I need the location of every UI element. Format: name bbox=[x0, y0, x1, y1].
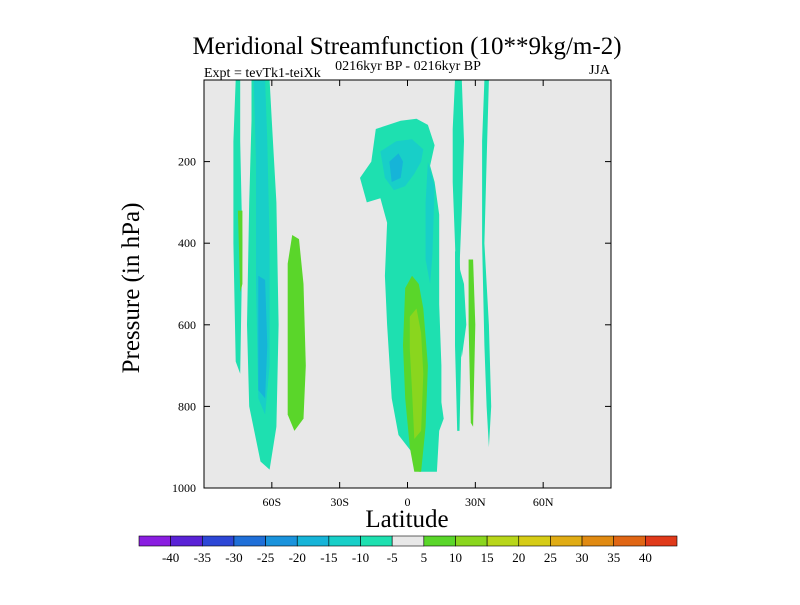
colorbar-swatch-15 bbox=[613, 535, 646, 547]
colorbar-swatch-1 bbox=[170, 535, 203, 547]
y-tick-label: 400 bbox=[178, 236, 196, 250]
y-tick-label: 1000 bbox=[172, 481, 196, 495]
colorbar-swatch-10 bbox=[455, 535, 488, 547]
contour-region-13 bbox=[452, 80, 467, 358]
colorbar-label: -10 bbox=[352, 550, 369, 565]
x-axis-ticks: 60S 30S 0 30N 60N bbox=[262, 80, 554, 509]
colorbar-label: -15 bbox=[320, 550, 337, 565]
contour-region-0 bbox=[233, 80, 243, 374]
contour-region-14 bbox=[482, 80, 492, 448]
colorbar-swatch-12 bbox=[518, 535, 551, 547]
y-axis-label: Pressure (in hPa) bbox=[118, 203, 145, 374]
y-tick-label: 600 bbox=[178, 318, 196, 332]
season-label: JJA bbox=[589, 63, 611, 78]
colorbar: -40 -35 -30 -25 -20 -15 -10 -5 5 10 15 20 25 30 35 40 bbox=[138, 535, 678, 565]
x-tick-label: 30N bbox=[465, 495, 486, 509]
colorbar-swatch-4 bbox=[265, 535, 298, 547]
colorbar-swatch-14 bbox=[581, 535, 615, 547]
contour-region-4 bbox=[287, 235, 306, 431]
colorbar-swatch-6 bbox=[328, 535, 361, 547]
colorbar-label: 30 bbox=[576, 550, 589, 565]
colorbar-swatch-8 bbox=[391, 535, 425, 547]
colorbar-label: -25 bbox=[257, 550, 274, 565]
colorbar-label: -40 bbox=[162, 550, 179, 565]
x-axis-label: Latitude bbox=[365, 506, 448, 533]
colorbar-label: 5 bbox=[421, 550, 428, 565]
colorbar-swatch-2 bbox=[201, 535, 235, 547]
colorbar-swatch-5 bbox=[296, 535, 330, 547]
y-tick-label: 200 bbox=[178, 155, 196, 169]
colorbar-swatch-11 bbox=[486, 535, 520, 547]
colorbar-label: 40 bbox=[639, 550, 652, 565]
time-range-label: 0216kyr BP - 0216kyr BP bbox=[335, 59, 481, 74]
colorbar-label: 25 bbox=[544, 550, 557, 565]
colorbar-label: -20 bbox=[289, 550, 306, 565]
contour-region-8 bbox=[389, 153, 403, 182]
colorbar-swatch-0 bbox=[138, 535, 171, 547]
colorbar-label: -35 bbox=[194, 550, 211, 565]
colorbar-swatch-3 bbox=[233, 535, 266, 547]
colorbar-label: 15 bbox=[481, 550, 494, 565]
x-tick-label: 60N bbox=[533, 495, 554, 509]
colorbar-label: -5 bbox=[387, 550, 398, 565]
x-tick-label: 60S bbox=[262, 495, 281, 509]
contour-region-3 bbox=[258, 275, 268, 399]
chart-title: Meridional Streamfunction (10**9kg/m-2) bbox=[192, 33, 621, 60]
experiment-label: Expt = tevTk1-teiXk bbox=[204, 66, 321, 81]
y-axis-ticks: 200 400 600 800 1000 bbox=[172, 155, 611, 495]
colorbar-label: 10 bbox=[449, 550, 462, 565]
contour-regions bbox=[233, 80, 492, 472]
colorbar-swatch-7 bbox=[360, 535, 393, 547]
y-tick-label: 800 bbox=[178, 399, 196, 413]
x-tick-label: 30S bbox=[330, 495, 349, 509]
contour-region-9 bbox=[425, 161, 435, 284]
colorbar-label: 35 bbox=[607, 550, 620, 565]
contour-region-11 bbox=[409, 308, 424, 439]
x-tick-label: 0 bbox=[405, 495, 411, 509]
colorbar-swatch-9 bbox=[423, 535, 456, 547]
colorbar-label: -30 bbox=[225, 550, 242, 565]
colorbar-swatch-16 bbox=[645, 535, 678, 547]
contour-region-15 bbox=[468, 259, 476, 427]
colorbar-label: 20 bbox=[512, 550, 525, 565]
contour-region-5 bbox=[237, 210, 243, 293]
colorbar-swatch-13 bbox=[550, 535, 583, 547]
